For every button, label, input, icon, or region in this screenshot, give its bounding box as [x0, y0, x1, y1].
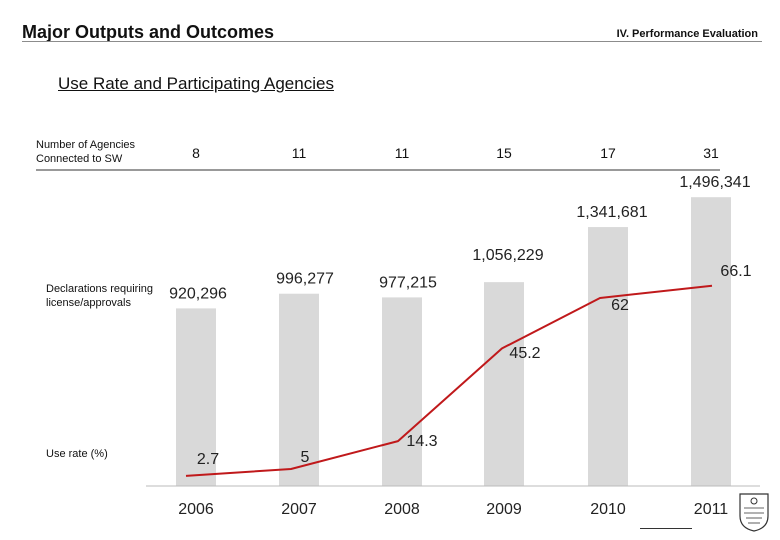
- use-rate-line: [185, 284, 713, 477]
- line-value-label-2009: 45.2: [509, 345, 540, 362]
- x-tick-label-2009: 2009: [486, 501, 522, 518]
- bar-value-label-2007: 996,277: [276, 271, 334, 288]
- declarations-row-label: Declarations requiring license/approvals: [46, 282, 153, 310]
- agencies-row-label: Number of Agencies Connected to SW: [36, 138, 135, 166]
- use-rate-label: Use rate (%): [46, 448, 108, 460]
- bar-2011: [691, 197, 731, 487]
- declarations-label-line1: Declarations requiring: [46, 283, 153, 295]
- line-value-label-2010: 62: [611, 297, 629, 314]
- agencies-label-line1: Number of Agencies: [36, 139, 136, 151]
- bar-value-label-2011: 1,496,341: [679, 174, 750, 191]
- use-rate-row-label: Use rate (%): [46, 447, 108, 461]
- bar-2008: [382, 297, 422, 486]
- agency-count-2008: 11: [395, 145, 410, 161]
- chart-subtitle: Use Rate and Participating Agencies: [58, 74, 334, 93]
- agency-count-2010: 17: [600, 145, 616, 161]
- footer-rule: [640, 528, 692, 529]
- agencies-label-line2: Connected to SW: [36, 153, 123, 165]
- declarations-label-line2: license/approvals: [46, 297, 131, 309]
- x-tick-label-2010: 2010: [590, 501, 626, 518]
- agency-count-2006: 8: [192, 145, 200, 161]
- x-tick-label-2011: 2011: [694, 501, 729, 518]
- line-value-label-2006: 2.7: [197, 451, 219, 468]
- line-value-label-2011: 66.1: [720, 263, 751, 280]
- x-tick-label-2006: 2006: [178, 501, 214, 518]
- bar-2006: [176, 308, 216, 486]
- x-tick-label-2008: 2008: [384, 501, 420, 518]
- agency-count-2007: 11: [292, 145, 307, 161]
- section-label: IV. Performance Evaluation: [616, 28, 758, 40]
- bar-value-label-2006: 920,296: [169, 285, 227, 302]
- bar-value-label-2009: 1,056,229: [472, 247, 543, 264]
- page-title: Major Outputs and Outcomes: [22, 22, 275, 42]
- agency-count-2011: 31: [703, 145, 719, 161]
- bar-value-label-2008: 977,215: [379, 274, 437, 291]
- korea-customs-seal-icon: [736, 492, 772, 532]
- line-value-label-2008: 14.3: [406, 433, 437, 450]
- agency-count-2009: 15: [496, 145, 512, 161]
- header-divider: [22, 41, 762, 42]
- bar-2007: [279, 293, 319, 486]
- bar-value-label-2010: 1,341,681: [576, 204, 647, 221]
- bar-2009: [484, 282, 524, 486]
- x-tick-label-2007: 2007: [281, 501, 317, 518]
- bar-2010: [588, 227, 628, 486]
- line-value-label-2007: 5: [301, 449, 310, 466]
